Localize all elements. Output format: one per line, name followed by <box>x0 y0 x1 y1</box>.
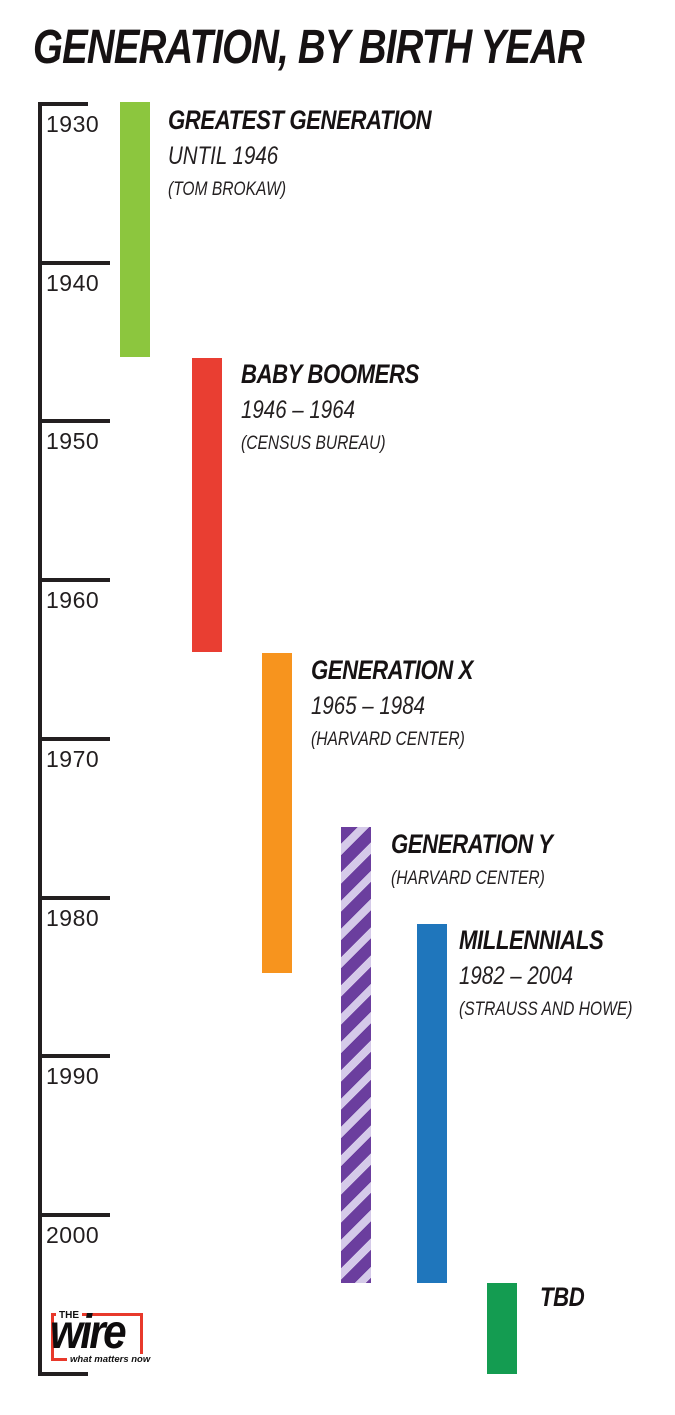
generation-name: BABY BOOMERS <box>241 359 419 389</box>
generation-range: 1946 – 1964 <box>241 396 356 424</box>
generation-source: (STRAUSS AND HOWE) <box>459 999 633 1020</box>
bar-greatest-generation <box>120 102 150 357</box>
tick-1970 <box>38 737 110 741</box>
tick-label-1940: 1940 <box>46 270 100 296</box>
tick-label-1990: 1990 <box>46 1063 100 1089</box>
wire-logo-the: THE <box>56 1310 82 1321</box>
generation-source: (TOM BROKAW) <box>168 179 287 200</box>
tick-label-1970: 1970 <box>46 746 100 772</box>
generation-name: GREATEST GENERATION <box>168 105 432 135</box>
generation-source: (HARVARD CENTER) <box>391 868 545 889</box>
bar-baby-boomers <box>192 358 222 652</box>
tick-label-1930: 1930 <box>46 111 100 137</box>
generation-name: GENERATION X <box>311 655 473 685</box>
bar-tbd <box>487 1283 517 1374</box>
tick-label-2000: 2000 <box>46 1222 100 1248</box>
generation-range: 1965 – 1984 <box>311 692 426 720</box>
tick-1950 <box>38 419 110 423</box>
y-axis-bottom-tick <box>38 1372 88 1376</box>
generation-range: UNTIL 1946 <box>168 142 279 170</box>
tick-1940 <box>38 261 110 265</box>
label-tbd: TBD <box>540 1284 594 1311</box>
label-millennials: MILLENNIALS 1982 – 2004 (STRAUSS AND HOW… <box>459 925 670 1020</box>
label-generation-x: GENERATION X 1965 – 1984 (HARVARD CENTER… <box>311 655 509 750</box>
wire-logo-word: wire <box>50 1306 127 1359</box>
page-title: GENERATION, BY BIRTH YEAR <box>33 21 585 74</box>
generation-source: (HARVARD CENTER) <box>311 729 465 750</box>
tick-2000 <box>38 1213 110 1217</box>
generation-name: MILLENNIALS <box>459 925 604 955</box>
wire-logo-tagline: what matters now <box>67 1353 154 1365</box>
tick-1980 <box>38 896 110 900</box>
tick-1990 <box>38 1054 110 1058</box>
the-wire-logo: THE wire what matters now <box>50 1309 154 1365</box>
tick-label-1950: 1950 <box>46 428 100 454</box>
bar-generation-y <box>341 827 371 1283</box>
bar-generation-x <box>262 653 292 973</box>
generation-name: TBD <box>540 1282 585 1312</box>
label-greatest-generation: GREATEST GENERATION UNTIL 1946 (TOM BROK… <box>168 105 489 200</box>
generation-source: (CENSUS BUREAU) <box>241 433 386 454</box>
tick-label-1960: 1960 <box>46 587 100 613</box>
label-generation-y: GENERATION Y (HARVARD CENTER) <box>391 829 588 889</box>
label-baby-boomers: BABY BOOMERS 1946 – 1964 (CENSUS BUREAU) <box>241 359 458 454</box>
y-axis-top-tick <box>38 102 88 106</box>
generation-name: GENERATION Y <box>391 829 553 859</box>
tick-1960 <box>38 578 110 582</box>
generation-range: 1982 – 2004 <box>459 962 574 990</box>
tick-label-1980: 1980 <box>46 905 100 931</box>
bar-millennials <box>417 924 447 1283</box>
